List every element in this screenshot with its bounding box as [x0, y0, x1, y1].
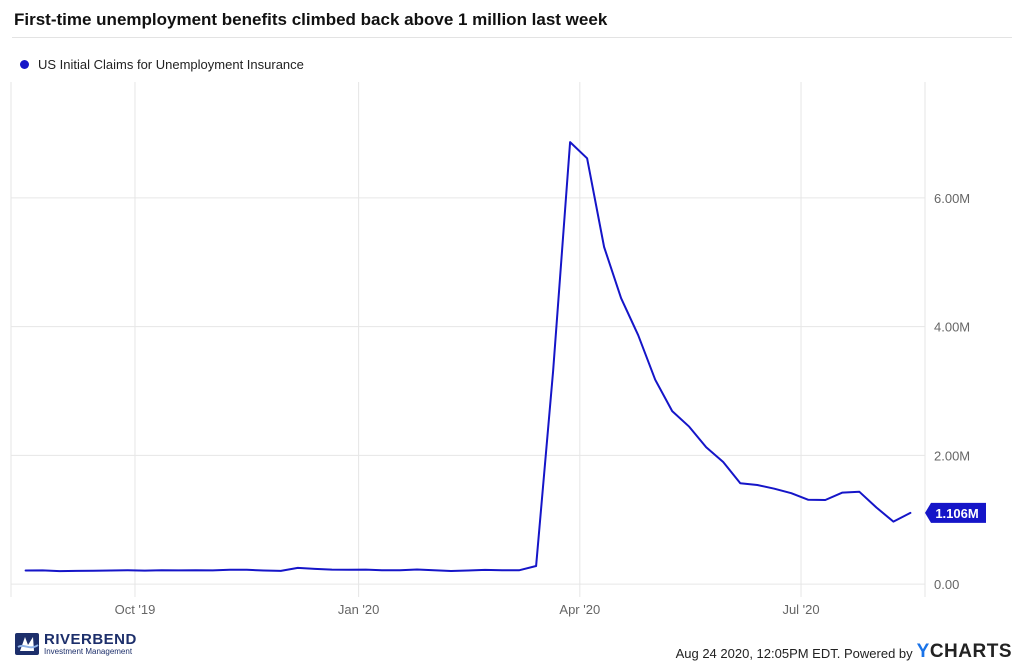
data-point: [637, 334, 639, 336]
legend-marker: [20, 60, 29, 69]
data-point: [76, 570, 78, 572]
data-point: [161, 569, 163, 571]
y-tick-label: 6.00M: [934, 191, 970, 206]
data-point: [365, 569, 367, 571]
data-point: [297, 567, 299, 569]
data-point: [773, 488, 775, 490]
ycharts-logo-y: Y: [916, 641, 930, 662]
logo-name: RIVERBEND: [44, 631, 137, 648]
title-divider: [12, 37, 1012, 38]
logo-subtitle: Investment Management: [44, 647, 133, 656]
data-point: [807, 499, 809, 501]
data-point: [892, 521, 894, 523]
data-point: [569, 141, 571, 143]
data-point: [178, 569, 180, 571]
data-point: [212, 569, 214, 571]
data-point: [25, 570, 27, 572]
data-point: [280, 570, 282, 572]
data-point: [246, 569, 248, 571]
data-point: [620, 297, 622, 299]
data-point: [348, 569, 350, 571]
chart-footer: Aug 24 2020, 12:05PM EDT. Powered by YCH…: [675, 641, 1012, 664]
last-value-tag: [925, 502, 986, 523]
riverbend-logo: RIVERBEND Investment Management: [14, 631, 137, 657]
data-point: [467, 570, 469, 572]
data-point: [671, 410, 673, 412]
y-tick-label: 4.00M: [934, 320, 970, 335]
x-tick-label: Jul '20: [782, 602, 819, 617]
data-point: [127, 569, 129, 571]
data-point: [875, 506, 877, 508]
legend[interactable]: US Initial Claims for Unemployment Insur…: [20, 57, 304, 72]
y-tick-label: 2.00M: [934, 448, 970, 463]
label-layer: 1.106M: [925, 502, 986, 523]
ycharts-logo[interactable]: YCHARTS: [917, 641, 1012, 663]
data-point: [314, 568, 316, 570]
data-point: [450, 570, 452, 572]
series-line: [24, 141, 912, 573]
data-point: [331, 569, 333, 571]
data-point: [739, 482, 741, 484]
data-point: [654, 379, 656, 381]
x-tick-label: Oct '19: [115, 602, 156, 617]
data-point: [535, 565, 537, 567]
series-layer: [24, 141, 912, 573]
axis-layer: 0.00 2.00M 4.00M 6.00M Oct '19 Jan '20 Apr '20…: [115, 191, 971, 617]
data-point: [518, 569, 520, 571]
timestamp: Aug 24 2020, 12:05PM EDT.: [675, 645, 841, 661]
x-tick-label: Jan '20: [338, 602, 380, 617]
data-point: [603, 246, 605, 248]
data-point: [433, 569, 435, 571]
data-point: [688, 426, 690, 428]
data-point: [144, 570, 146, 572]
ycharts-logo-rest: CHARTS: [929, 641, 1012, 662]
data-point: [824, 499, 826, 501]
data-point: [841, 492, 843, 494]
data-point: [229, 569, 231, 571]
data-point: [586, 157, 588, 159]
data-point: [416, 569, 418, 571]
data-point: [93, 570, 95, 572]
riverbend-logo-icon: [15, 633, 39, 655]
data-point: [705, 446, 707, 448]
data-point: [756, 484, 758, 486]
data-point: [501, 569, 503, 571]
data-point: [484, 569, 486, 571]
data-point: [195, 569, 197, 571]
data-point: [42, 569, 44, 571]
data-point: [552, 370, 554, 372]
data-point: [790, 492, 792, 494]
legend-label: US Initial Claims for Unemployment Insur…: [38, 57, 304, 72]
powered-by-text: Powered by: [843, 645, 913, 661]
chart-title: First-time unemployment benefits climbed…: [14, 10, 608, 29]
data-point: [909, 512, 911, 514]
x-tick-label: Apr '20: [559, 602, 600, 617]
data-point: [263, 570, 265, 572]
data-point: [399, 569, 401, 571]
data-point: [59, 570, 61, 572]
data-point: [382, 569, 384, 571]
last-value-label: 1.106M: [935, 506, 978, 521]
data-point: [110, 569, 112, 571]
y-tick-label: 0.00: [934, 577, 959, 592]
data-point: [722, 461, 724, 463]
grid-layer: [10, 82, 926, 597]
data-point: [858, 491, 860, 493]
